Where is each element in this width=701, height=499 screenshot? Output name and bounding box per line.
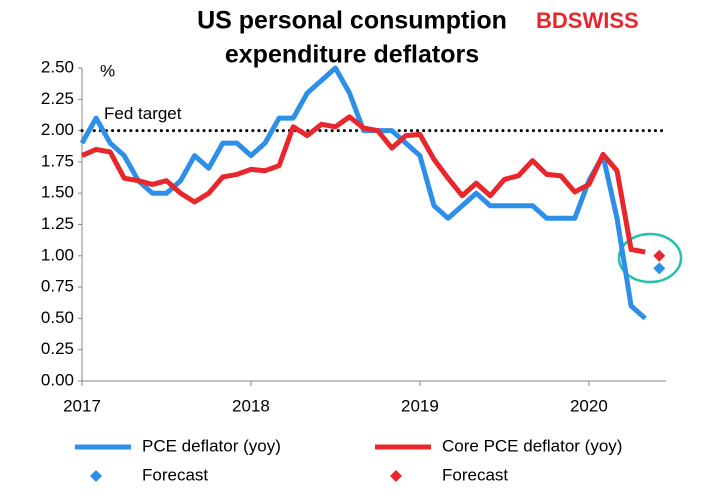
legend-label: Core PCE deflator (yoy) <box>442 436 622 455</box>
y-tick-label: 1.50 <box>41 183 74 202</box>
y-tick-label: 1.25 <box>41 214 74 233</box>
y-tick-label: 0.00 <box>41 370 74 389</box>
logo: BDSWISS <box>536 8 639 33</box>
x-tick-label: 2020 <box>570 396 608 415</box>
series-line <box>80 114 646 255</box>
legend-marker <box>90 470 102 482</box>
x-tick-label: 2019 <box>401 396 439 415</box>
legend-label: Forecast <box>442 465 508 484</box>
y-tick-label: 2.25 <box>41 89 74 108</box>
y-tick-label: 2.50 <box>41 57 74 76</box>
y-tick-label: 0.50 <box>41 308 74 327</box>
chart-title: US personal consumption <box>197 7 507 35</box>
forecast-marker <box>653 249 666 262</box>
reference-label: Fed target <box>104 104 182 123</box>
chart-title: expenditure deflators <box>225 41 479 69</box>
y-tick-label: 1.75 <box>41 151 74 170</box>
x-tick-label: 2018 <box>232 396 270 415</box>
legend-marker <box>390 470 402 482</box>
forecast-marker <box>653 262 666 275</box>
x-tick-label: 2017 <box>63 396 101 415</box>
y-tick-label: 2.00 <box>41 120 74 139</box>
y-unit: % <box>100 61 115 80</box>
legend-label: Forecast <box>142 465 208 484</box>
y-tick-label: 1.00 <box>41 245 74 264</box>
y-tick-label: 0.75 <box>41 277 74 296</box>
legend-label: PCE deflator (yoy) <box>142 436 281 455</box>
y-tick-label: 0.25 <box>41 339 74 358</box>
highlight-circle <box>617 232 683 284</box>
